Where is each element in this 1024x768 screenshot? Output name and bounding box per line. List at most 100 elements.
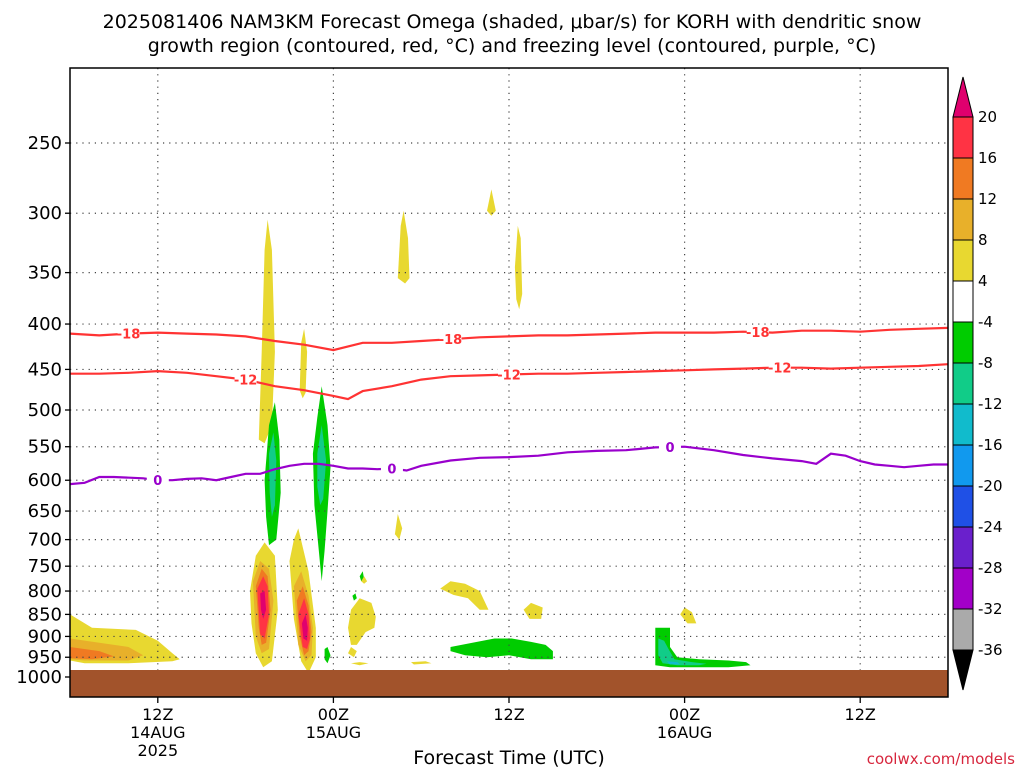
contour-label-bg-1-0 xyxy=(234,372,257,387)
y-tick-label-450: 450 xyxy=(28,359,62,380)
y-tick-label-550: 550 xyxy=(28,437,62,458)
colorbar-swatch-0 xyxy=(952,116,974,159)
omega-region-4 xyxy=(299,328,308,399)
contour-line-2 xyxy=(69,445,948,486)
omega-region-6 xyxy=(487,189,496,216)
temperature-contours: -18 -18 -18 -12 -12 -12 0 0 0 xyxy=(69,325,949,489)
colorbar-swatch-1 xyxy=(952,157,974,200)
colorbar-label-13: -36 xyxy=(978,641,1003,659)
contour-label-bg-0-2 xyxy=(746,325,769,340)
omega-region-27 xyxy=(348,647,357,658)
y-tick-label-1000: 1000 xyxy=(16,667,62,688)
contour-label-1-2: -12 xyxy=(768,362,792,377)
colorbar-label-10: -24 xyxy=(978,518,1003,536)
x-tick-label-h54-0: 12Z xyxy=(845,705,876,724)
colorbar-label-2: 12 xyxy=(978,190,997,208)
omega-region-37 xyxy=(667,661,681,665)
omega-region-5 xyxy=(397,210,410,284)
colorbar-label-6: -8 xyxy=(978,354,993,372)
y-tick-label-800: 800 xyxy=(28,581,62,602)
colorbar: 20 16 12 8 4 -4 -8 -12 -16 -20 -24 -28 -32 -36 xyxy=(952,76,1003,691)
omega-region-30 xyxy=(411,661,432,665)
ground-surface xyxy=(70,670,948,697)
omega-region-33 xyxy=(680,607,697,624)
colorbar-swatch-12 xyxy=(952,608,974,651)
omega-region-36 xyxy=(658,638,707,666)
omega-region-18 xyxy=(301,614,308,641)
omega-region-31 xyxy=(440,581,489,610)
contour-label-bg-1-2 xyxy=(768,360,791,375)
omega-shading xyxy=(70,189,751,674)
colorbar-swatch-4 xyxy=(952,280,974,323)
colorbar-label-3: 8 xyxy=(978,231,988,249)
contour-line-1 xyxy=(70,363,949,401)
colorbar-label-9: -20 xyxy=(978,477,1003,495)
contour-line-0 xyxy=(69,326,949,352)
y-tick-label-350: 350 xyxy=(28,263,62,284)
colorbar-swatch-6 xyxy=(952,362,974,405)
colorbar-label-1: 16 xyxy=(978,149,997,167)
colorbar-swatch-10 xyxy=(952,526,974,569)
y-tick-label-700: 700 xyxy=(28,530,62,551)
omega-region-34 xyxy=(450,638,553,660)
y-tick-label-950: 950 xyxy=(28,647,62,668)
omega-region-28 xyxy=(351,662,369,666)
omega-region-32 xyxy=(523,602,543,619)
contour-label-2-2: 0 xyxy=(665,441,674,456)
omega-region-24 xyxy=(352,593,357,601)
y-tick-label-400: 400 xyxy=(28,314,62,335)
colorbar-label-5: -4 xyxy=(978,313,993,331)
y-tick-label-900: 900 xyxy=(28,626,62,647)
colorbar-label-7: -12 xyxy=(978,395,1003,413)
y-tick-label-500: 500 xyxy=(28,400,62,421)
x-axis-title: Forecast Time (UTC) xyxy=(413,747,604,768)
contour-label-1-0: -12 xyxy=(234,374,258,389)
x-tick-label-h42-1: 16AUG xyxy=(657,723,712,742)
y-tick-label-650: 650 xyxy=(28,501,62,522)
contour-label-0-1: -18 xyxy=(439,333,463,348)
x-tick-label-h42-0: 00Z xyxy=(669,705,700,724)
contour-label-0-2: -18 xyxy=(746,326,770,341)
chart-title-line-2: growth region (contoured, red, °C) and f… xyxy=(148,35,877,57)
contour-label-bg-2-2 xyxy=(658,440,681,455)
y-tick-label-600: 600 xyxy=(28,470,62,491)
contour-label-0-0: -18 xyxy=(117,328,141,343)
contour-label-bg-0-1 xyxy=(439,332,462,347)
x-tick-label-h6-2: 2025 xyxy=(137,741,178,760)
credit-text: coolwx.com/models xyxy=(867,750,1015,768)
omega-region-13 xyxy=(260,591,267,619)
colorbar-swatch-8 xyxy=(952,444,974,487)
colorbar-label-4: 4 xyxy=(978,272,988,290)
plot-background xyxy=(70,68,948,697)
colorbar-bottom-arrow xyxy=(952,649,974,691)
y-tick-label-850: 850 xyxy=(28,604,62,625)
omega-region-20 xyxy=(269,432,277,517)
colorbar-label-0: 20 xyxy=(978,108,997,126)
contour-label-1-1: -12 xyxy=(497,369,521,384)
contour-label-bg-0-0 xyxy=(117,326,140,341)
x-tick-label-h18-0: 00Z xyxy=(318,705,349,724)
contour-label-bg-2-1 xyxy=(380,461,403,476)
colorbar-label-12: -32 xyxy=(978,600,1003,618)
colorbar-top-arrow xyxy=(952,76,974,118)
colorbar-label-8: -16 xyxy=(978,436,1003,454)
colorbar-swatch-9 xyxy=(952,485,974,528)
colorbar-swatch-2 xyxy=(952,198,974,241)
contour-label-bg-2-0 xyxy=(146,473,169,488)
omega-region-2 xyxy=(70,647,114,660)
x-tick-label-h6-1: 14AUG xyxy=(130,723,185,742)
x-tick-label-h6-0: 12Z xyxy=(142,705,173,724)
chart-title-line-1: 2025081406 NAM3KM Forecast Omega (shaded… xyxy=(103,11,922,33)
omega-region-7 xyxy=(514,225,523,310)
contour-label-bg-1-1 xyxy=(498,367,520,382)
colorbar-label-11: -28 xyxy=(978,559,1003,577)
contour-label-2-1: 0 xyxy=(387,462,396,477)
x-tick-label-h30-0: 12Z xyxy=(493,705,524,724)
omega-region-29 xyxy=(361,576,368,584)
omega-region-26 xyxy=(348,598,376,645)
omega-region-8 xyxy=(394,514,403,540)
colorbar-swatch-5 xyxy=(952,321,974,364)
pressure-axis: 2503003504004505005506006507007508008509… xyxy=(16,133,70,688)
omega-region-23 xyxy=(324,647,331,664)
